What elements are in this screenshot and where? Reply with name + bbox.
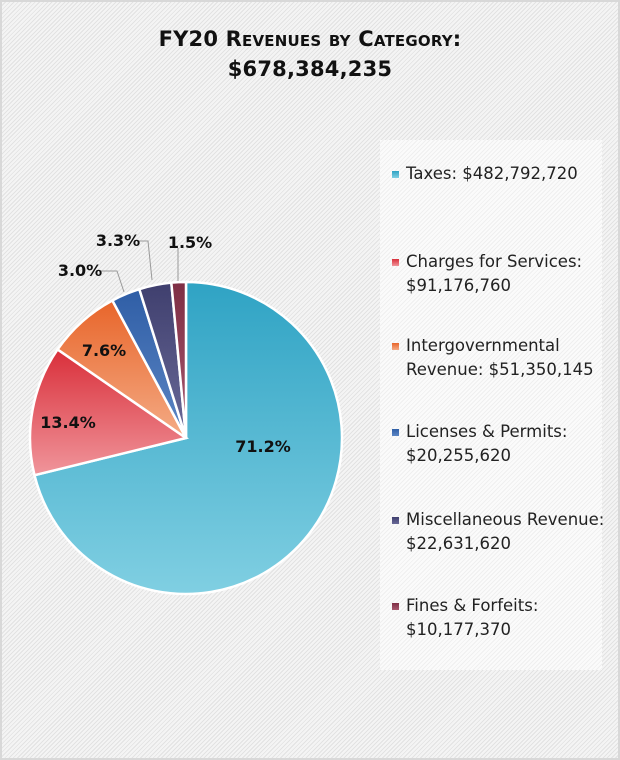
data-label: 13.4% — [40, 413, 96, 432]
legend-label: Taxes: $482,792,720 — [406, 164, 578, 183]
data-label: 1.5% — [168, 233, 212, 252]
chart-subtitle: $678,384,235 — [227, 57, 393, 81]
data-label: 7.6% — [82, 341, 126, 360]
legend-label: Intergovernmental Revenue: $51,350,145 — [406, 336, 594, 379]
legend-label: Charges for Services: $91,176,760 — [406, 252, 583, 295]
pie-slice-charges-for-services — [28, 347, 190, 477]
legend-label: Fines & Forfeits: $10,177,370 — [406, 596, 539, 639]
legend-swatch — [392, 517, 399, 524]
chart-title: FY20 Revenues by Category: $678,384,235 — [0, 24, 620, 84]
legend-swatch — [392, 343, 399, 350]
legend-label: Licenses & Permits: $20,255,620 — [406, 422, 568, 465]
pie-slice-taxes — [32, 280, 344, 596]
chart-title-text: FY20 Revenues by Category: — [158, 27, 462, 51]
legend: Taxes: $482,792,720 Charges for Services:… — [380, 140, 604, 670]
data-label: 3.3% — [96, 231, 140, 250]
legend-swatch — [392, 171, 399, 178]
legend-swatch — [392, 429, 399, 436]
leader-line — [101, 270, 125, 293]
legend-label: Miscellaneous Revenue: $22,631,620 — [406, 510, 605, 553]
data-label: 3.0% — [58, 261, 102, 280]
leader-line — [139, 240, 153, 281]
legend-swatch — [392, 259, 399, 266]
pie-slice-fines-forfeits — [169, 280, 188, 439]
data-label: 71.2% — [235, 437, 291, 456]
legend-swatch — [392, 603, 399, 610]
